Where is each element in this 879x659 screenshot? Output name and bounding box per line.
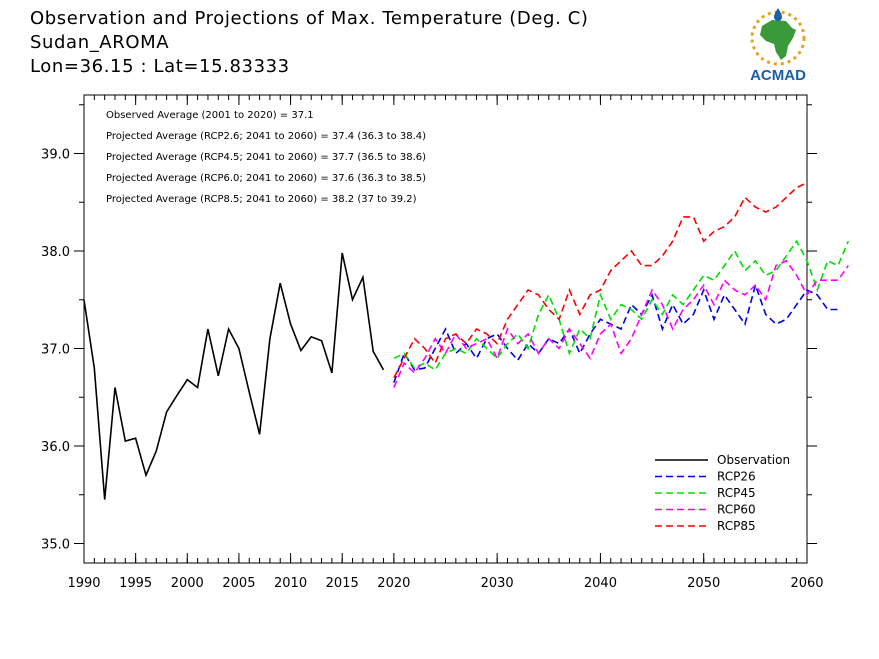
acmad-logo: ACMAD: [750, 8, 806, 84]
x-tick-label: 2030: [481, 576, 514, 591]
x-tick-label: 2015: [326, 576, 359, 591]
annotation-rcp85: Projected Average (RCP8.5; 2041 to 2060)…: [106, 194, 417, 205]
annotation-rcp26: Projected Average (RCP2.6; 2041 to 2060)…: [106, 131, 426, 142]
chart-subtitle-coordinates: Lon=36.15 : Lat=15.83333: [30, 56, 290, 77]
x-tick-label: 2040: [584, 576, 617, 591]
annotation-rcp60: Projected Average (RCP6.0; 2041 to 2060)…: [106, 173, 426, 184]
x-tick-label: 2050: [687, 576, 720, 591]
x-tick-label: 2060: [790, 576, 823, 591]
series-line-rcp85: [393, 181, 808, 379]
chart-title: Observation and Projections of Max. Temp…: [30, 8, 589, 29]
y-tick-label: 35.0: [41, 538, 70, 553]
legend-label-observation: Observation: [717, 453, 790, 467]
axis-ticks: [74, 95, 817, 563]
x-tick-label: 2020: [377, 576, 410, 591]
series-line-rcp45: [393, 239, 850, 372]
x-tick-label: 2000: [171, 576, 204, 591]
x-tick-label: 2005: [222, 576, 255, 591]
data-series: [83, 181, 850, 500]
series-line-rcp26: [393, 282, 838, 383]
water-drop-icon: [774, 8, 782, 21]
legend: Observation RCP26 RCP45 RCP60 RCP85: [655, 453, 790, 533]
series-line-rcp60: [393, 259, 849, 388]
chart-subtitle-location: Sudan_AROMA: [30, 32, 170, 53]
annotation-rcp45: Projected Average (RCP4.5; 2041 to 2060)…: [106, 152, 426, 163]
legend-label-rcp60: RCP60: [717, 503, 756, 517]
legend-label-rcp45: RCP45: [717, 486, 756, 500]
x-tick-label: 1995: [119, 576, 152, 591]
x-tick-label: 2010: [274, 576, 307, 591]
annotation-box: Observed Average (2001 to 2020) = 37.1 P…: [106, 110, 426, 205]
series-line-observation: [83, 252, 385, 500]
legend-label-rcp85: RCP85: [717, 519, 756, 533]
acmad-logo-text: ACMAD: [750, 67, 806, 84]
africa-map-icon: [760, 20, 796, 60]
y-tick-label: 38.0: [41, 245, 70, 260]
y-axis-tick-labels: 35.0 36.0 37.0 38.0 39.0: [41, 148, 70, 553]
x-tick-label: 1990: [67, 576, 100, 591]
y-tick-label: 39.0: [41, 148, 70, 163]
x-axis-tick-labels: 1990 1995 2000 2005 2010 2015 2020 2030 2040 2050…: [67, 576, 823, 591]
y-tick-label: 36.0: [41, 440, 70, 455]
annotation-observed: Observed Average (2001 to 2020) = 37.1: [106, 110, 314, 121]
legend-label-rcp26: RCP26: [717, 470, 756, 484]
y-tick-label: 37.0: [41, 343, 70, 358]
